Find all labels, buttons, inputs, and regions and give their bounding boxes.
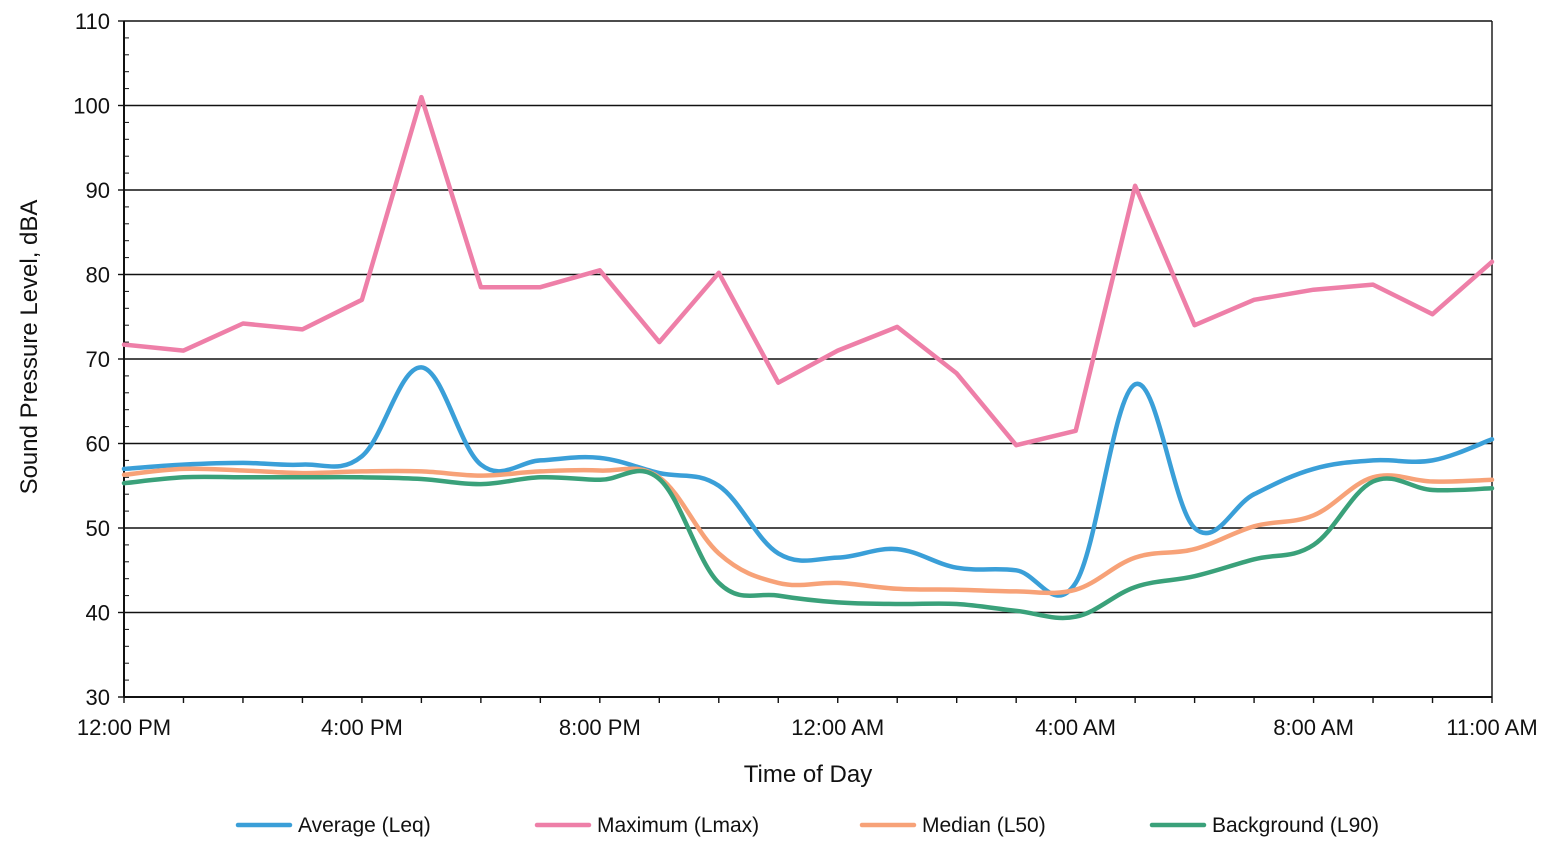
x-tick-label: 12:00 AM xyxy=(791,715,884,740)
y-tick-label-50: 50 xyxy=(86,516,110,541)
x-tick-label: 12:00 PM xyxy=(77,715,171,740)
y-tick-label-60: 60 xyxy=(86,432,110,457)
y-tick-label-30: 30 xyxy=(86,685,110,710)
series-line-1 xyxy=(121,94,1495,448)
x-tick-label: 4:00 AM xyxy=(1035,715,1116,740)
x-tick-label: 8:00 AM xyxy=(1273,715,1354,740)
y-tick-label-80: 80 xyxy=(86,263,110,288)
x-axis-title: Time of Day xyxy=(744,761,872,788)
x-tick-label: 8:00 PM xyxy=(559,715,641,740)
y-axis-title: Sound Pressure Level, dBA xyxy=(16,200,43,495)
x-tick-label: 4:00 PM xyxy=(321,715,403,740)
legend-label-0: Average (Leq) xyxy=(298,814,431,837)
y-tick-label-70: 70 xyxy=(86,347,110,372)
y-tick-label-110: 110 xyxy=(75,9,110,34)
legend: Average (Leq) Maximum (Lmax) Median (L50) B… xyxy=(235,814,1379,837)
y-tick-label-100: 100 xyxy=(73,94,110,119)
y-axis-ticks: 30 40 50 60 70 80 90 100 110 xyxy=(73,9,129,710)
legend-label-3: Background (L90) xyxy=(1212,814,1379,837)
series-line-3 xyxy=(121,468,1495,621)
y-tick-label-40: 40 xyxy=(86,601,110,626)
x-tick-label: 11:00 AM xyxy=(1446,715,1537,740)
y-tick-label-90: 90 xyxy=(86,178,110,203)
legend-label-1: Maximum (Lmax) xyxy=(597,814,759,837)
x-axis-ticks: 12:00 PM 4:00 PM 8:00 PM 12:00 AM 4:00 AM 8:0… xyxy=(77,697,1538,740)
legend-label-2: Median (L50) xyxy=(922,814,1046,837)
series-lines xyxy=(121,94,1495,621)
series-line-0 xyxy=(121,365,1495,598)
series-line-2 xyxy=(121,466,1495,596)
